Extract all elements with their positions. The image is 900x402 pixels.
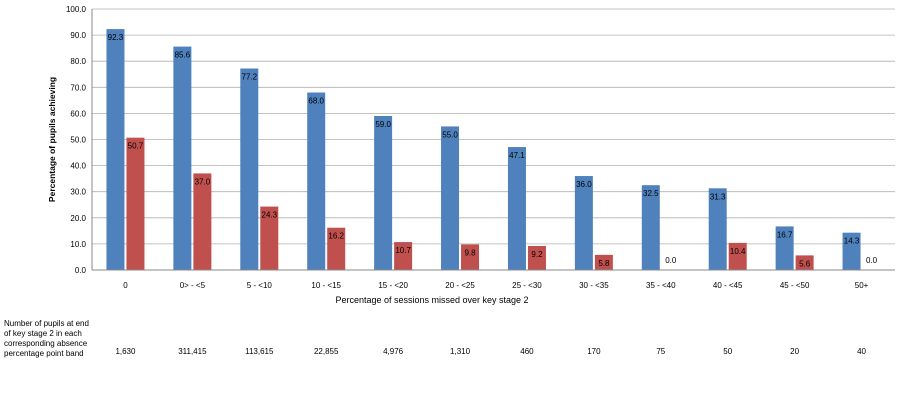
data-label: 55.0 [442,130,458,139]
y-tick-label: 50.0 [70,136,86,145]
bar-series-1 [106,29,125,270]
y-axis-title: Percentage of pupils achieving [47,77,57,202]
bar-series-1 [240,68,259,271]
x-tick-label: 15 - <20 [378,281,408,290]
y-tick-label: 0.0 [75,266,87,275]
data-label: 5.6 [799,259,811,268]
bar-series-2 [126,137,145,270]
pupil-count-cell: 170 [587,347,601,356]
data-label: 5.8 [598,259,610,268]
data-label: 92.3 [108,33,124,42]
data-label: 36.0 [576,180,592,189]
data-label: 50.7 [128,142,144,151]
pupil-count-cell: 1,310 [450,347,471,356]
data-label: 10.7 [395,246,411,255]
x-tick-label: 0> - <5 [180,281,206,290]
x-tick-label: 50+ [855,281,869,290]
bar-series-2 [795,255,814,270]
data-label: 0.0 [866,256,878,265]
data-label: 32.5 [643,189,659,198]
bar-series-2 [193,173,212,270]
data-label: 68.0 [308,97,324,106]
data-label: 77.2 [242,73,258,82]
bar-series-2 [327,227,346,270]
bar-series-1 [173,46,192,270]
y-tick-label: 90.0 [70,31,86,40]
bar-series-1 [641,185,660,270]
y-tick-label: 60.0 [70,109,86,118]
y-tick-label: 80.0 [70,57,86,66]
x-tick-label: 25 - <30 [512,281,542,290]
gridlines [92,8,895,245]
x-tick-label: 30 - <35 [579,281,609,290]
bars [106,29,861,271]
bar-series-1 [708,188,727,270]
pupil-count-cell: 1,630 [115,347,136,356]
x-tick-label: 5 - <10 [247,281,273,290]
y-tick-label: 10.0 [70,240,86,249]
pupil-count-cell: 40 [857,347,866,356]
pupil-count-cell: 460 [520,347,534,356]
data-label: 16.2 [328,232,344,241]
data-label: 24.3 [262,211,278,220]
data-label: 9.8 [464,248,476,257]
pupil-count-cell: 22,855 [313,347,339,356]
x-tick-label: 0 [123,281,128,290]
x-axis-title: Percentage of sessions missed over key s… [335,295,528,305]
data-label: 14.3 [844,237,860,246]
bar-series-2 [594,254,613,270]
y-tick-label: 100.0 [66,5,87,14]
bar-series-1 [307,92,326,271]
data-label: 16.7 [777,230,793,239]
bar-series-2 [527,245,546,270]
bar-series-2 [260,206,279,270]
data-label: 10.4 [730,247,746,256]
bar-series-2 [461,244,480,270]
pupil-count-row-label: Number of pupils at end of key stage 2 i… [4,319,89,358]
data-label: 47.1 [509,151,525,160]
y-tick-label: 20.0 [70,214,86,223]
pupil-count-cell: 75 [656,347,666,356]
bar-series-2 [728,242,747,270]
x-tick-label: 40 - <45 [713,281,743,290]
data-label: 0.0 [665,256,677,265]
bar-series-1 [775,226,794,270]
pupil-count-cell: 50 [723,347,733,356]
data-labels: 92.3 85.6 77.2 68.0 59.0 55.0 47.1 36.0 32.5 31.3… [108,33,878,268]
bar-series-1 [842,232,861,270]
bar-series-1 [441,126,460,270]
pupil-count-cell: 20 [790,347,800,356]
data-label: 31.3 [710,192,726,201]
bar-series-1 [574,176,593,270]
x-tick-label: 45 - <50 [780,281,810,290]
bar-series-1 [374,116,393,270]
data-label: 37.0 [195,177,211,186]
data-label: 9.2 [531,250,543,259]
data-label: 59.0 [375,120,391,129]
bar-series-2 [394,242,413,270]
pupil-count-cell: 4,976 [383,347,404,356]
bar-series-1 [507,147,526,270]
y-tick-label: 40.0 [70,162,86,171]
x-tick-label: 10 - <15 [311,281,341,290]
x-tick-label: 35 - <40 [646,281,676,290]
pupil-count-cell: 113,615 [245,347,274,356]
y-tick-label: 30.0 [70,188,86,197]
pupil-count-cell: 311,415 [178,347,207,356]
data-label: 85.6 [175,51,191,60]
y-tick-label: 70.0 [70,83,86,92]
axis-ticks: 0.0 10.0 20.0 30.0 40.0 50.0 60.0 70.0 80.0 90.0 1… [66,5,869,290]
x-tick-label: 20 - <25 [445,281,475,290]
